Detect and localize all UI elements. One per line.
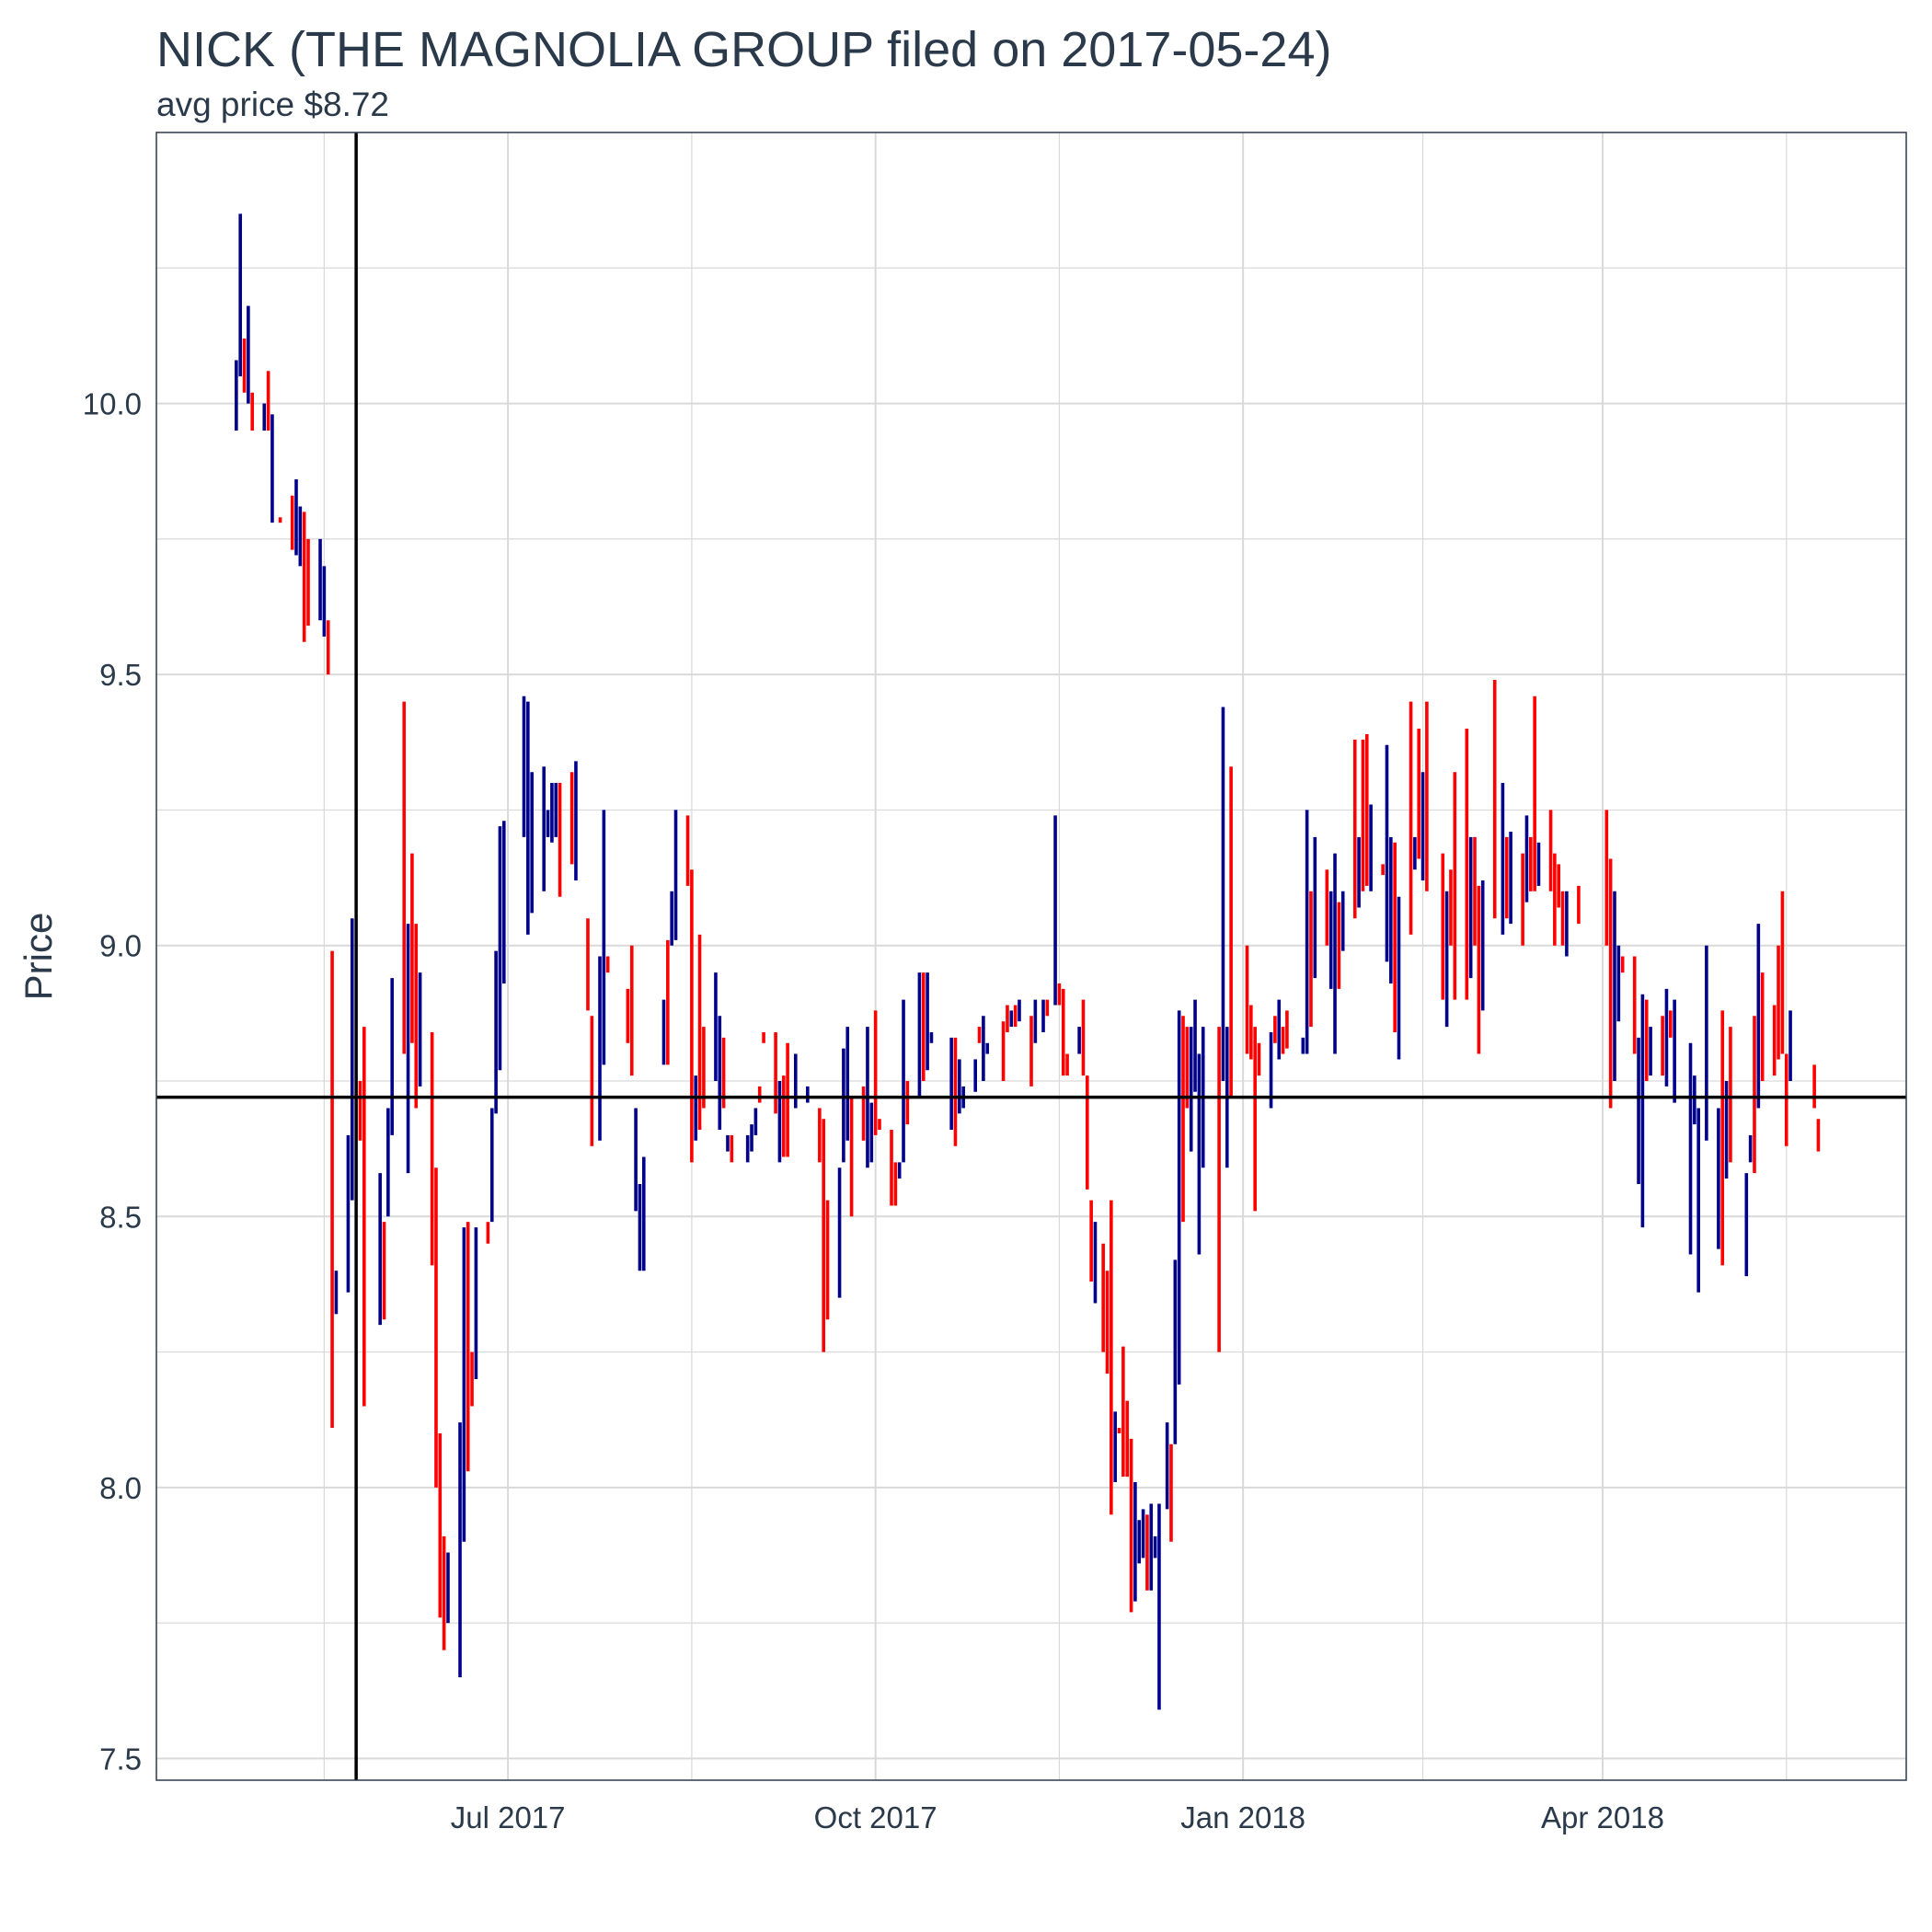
x-axis: Jul 2017 Oct 2017 Jan 2018 Apr 2018 [451, 1800, 1664, 1834]
x-tick-label: Jan 2018 [1180, 1800, 1305, 1834]
y-axis: 7.5 8.0 8.5 9.0 9.5 10.0 [83, 387, 142, 1777]
chart-subtitle: avg price $8.72 [156, 86, 389, 123]
y-tick-label: 8.0 [99, 1471, 142, 1505]
chart-title: NICK (THE MAGNOLIA GROUP filed on 2017-0… [156, 22, 1331, 77]
x-tick-label: Jul 2017 [451, 1800, 566, 1834]
x-tick-label: Oct 2017 [814, 1800, 937, 1834]
y-tick-label: 8.5 [99, 1200, 142, 1234]
y-tick-label: 7.5 [99, 1742, 142, 1776]
y-tick-label: 9.5 [99, 658, 142, 692]
panel-border [155, 132, 1907, 1781]
y-tick-label: 10.0 [83, 387, 142, 421]
y-axis-title: Price [17, 913, 60, 1001]
price-bars [235, 213, 1821, 1710]
x-tick-label: Apr 2018 [1541, 1800, 1664, 1834]
y-tick-label: 9.0 [99, 929, 142, 963]
reference-lines [156, 132, 1906, 1780]
